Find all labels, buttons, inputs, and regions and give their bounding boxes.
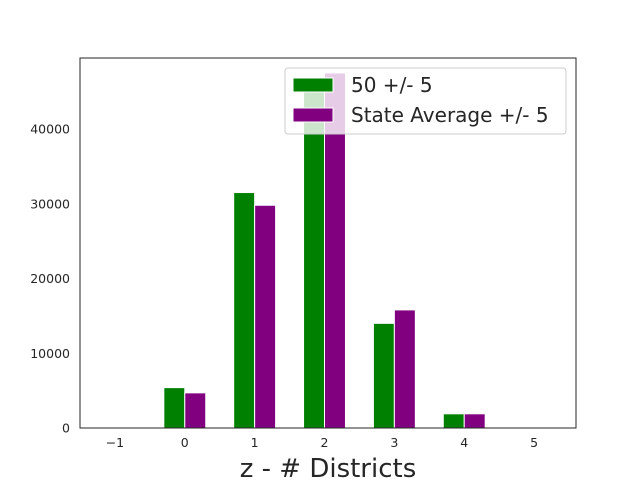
bar-series-1-z2 (303, 87, 326, 429)
x-axis-title: z - # Districts (240, 454, 417, 480)
legend-label: State Average +/- 5 (351, 103, 549, 127)
x-tick-label: 5 (530, 435, 538, 450)
x-tick-label: 3 (390, 435, 398, 450)
bar-series-1-z1 (233, 192, 256, 429)
bars-group (163, 72, 486, 429)
legend-label: 50 +/- 5 (351, 73, 433, 97)
legend-box (284, 67, 567, 135)
x-tick-label: 0 (181, 435, 189, 450)
y-tick-label: 30000 (30, 196, 70, 211)
legend: 50 +/- 5 State Average +/- 5 (284, 67, 567, 135)
legend-swatch (292, 107, 334, 123)
x-tick-labels: −1 0 1 2 3 4 5 (106, 435, 538, 450)
y-tick-label: 0 (62, 421, 70, 436)
bar-series-2-z4 (463, 413, 486, 429)
x-tick-label: 2 (321, 435, 329, 450)
bar-series-2-z0 (184, 392, 207, 429)
x-tick-label: 4 (460, 435, 468, 450)
legend-swatch (292, 77, 334, 93)
y-tick-label: 40000 (30, 122, 70, 137)
x-tick-label: −1 (106, 435, 124, 450)
bar-series-2-z1 (254, 204, 277, 429)
plot-frame (79, 57, 577, 429)
y-tick-labels: 0 10000 20000 30000 40000 (30, 122, 70, 436)
y-tick-label: 10000 (30, 346, 70, 361)
bar-series-1-z4 (442, 413, 465, 429)
bar-series-2-z3 (393, 309, 416, 429)
x-tick-label: 1 (251, 435, 259, 450)
bar-series-1-z3 (372, 322, 395, 429)
y-tick-label: 20000 (30, 271, 70, 286)
bar-series-1-z0 (163, 387, 186, 429)
